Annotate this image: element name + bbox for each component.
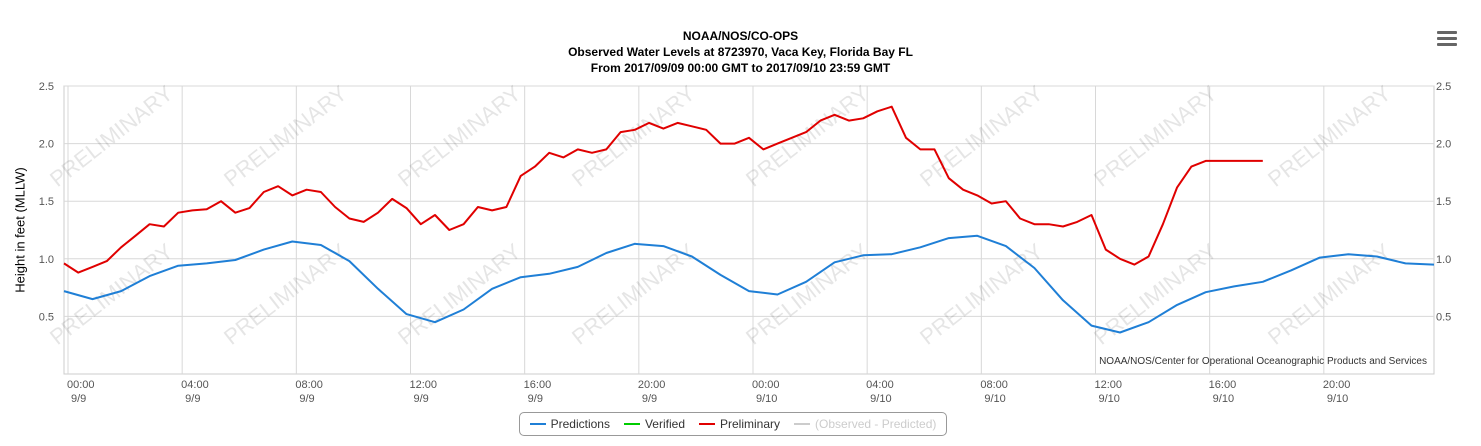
x-tick-label-time: 20:00 [1323,379,1351,391]
watermark-text: PRELIMINARY [219,238,352,349]
legend-item-observed-minus-predicted[interactable]: (Observed - Predicted) [794,417,936,431]
y-tick-label-left: 1.5 [39,196,54,208]
chart-title-block: NOAA/NOS/CO-OPS Observed Water Levels at… [0,28,1481,76]
watermark-text: PRELIMINARY [567,80,700,191]
chart-title: NOAA/NOS/CO-OPS [682,29,799,43]
x-tick-label-time: 16:00 [1209,379,1237,391]
y-tick-label-left: 1.0 [39,254,54,266]
x-tick-label-date: 9/10 [1213,393,1234,405]
x-tick-label-date: 9/10 [756,393,777,405]
watermark-text: PRELIMINARY [1263,80,1396,191]
y-tick-label-right: 2.5 [1436,81,1451,93]
y-tick-label-left: 2.0 [39,139,54,151]
x-tick-label-time: 16:00 [524,379,552,391]
series-line-predictions [63,234,1435,334]
x-tick-label-date: 9/9 [528,393,543,405]
watermark-text: PRELIMINARY [1089,80,1222,191]
legend-swatch-predictions [529,423,546,425]
x-tick-label-time: 08:00 [980,379,1008,391]
x-tick-label-date: 9/10 [1099,393,1120,405]
legend-item-predictions[interactable]: Predictions [529,417,610,431]
watermark-text: PRELIMINARY [45,80,178,191]
y-tick-label-left: 2.5 [39,81,54,93]
x-tick-label-time: 12:00 [410,379,438,391]
watermark-text: PRELIMINARY [567,238,700,349]
y-tick-label-right: 1.0 [1436,254,1451,266]
y-tick-label-left: 0.5 [39,311,54,323]
legend-label-verified: Verified [644,417,685,431]
chart-legend: Predictions Verified Preliminary (Observ… [519,412,947,436]
legend-swatch-observed-minus-predicted [794,423,811,425]
x-tick-label-date: 9/10 [870,393,891,405]
y-tick-label-right: 2.0 [1436,139,1451,151]
x-tick-label-date: 9/9 [414,393,429,405]
x-tick-label-date: 9/9 [185,393,200,405]
hamburger-menu-icon[interactable] [1434,28,1460,48]
watermark-layer: PRELIMINARY PRELIMINARY PRELIMINARY PRELIMI… [45,80,1396,349]
legend-swatch-preliminary [699,423,715,425]
watermark-text: PRELIMINARY [741,80,874,191]
x-tick-label-date: 9/9 [71,393,86,405]
x-tick-label-time: 08:00 [295,379,323,391]
x-tick-label-time: 00:00 [67,379,95,391]
watermark-text: PRELIMINARY [393,238,526,349]
x-tick-label-time: 04:00 [866,379,894,391]
chart-grid [63,85,1435,375]
menu-bar-1 [1437,31,1457,34]
chart-subtitle: Observed Water Levels at 8723970, Vaca K… [568,45,913,59]
x-tick-label-date: 9/10 [984,393,1005,405]
menu-bar-2 [1437,37,1457,40]
x-tick-label-time: 04:00 [181,379,209,391]
series-line-preliminary [63,105,1263,274]
watermark-text: PRELIMINARY [741,238,874,349]
watermark-text: PRELIMINARY [219,80,352,191]
x-tick-label-time: 20:00 [638,379,666,391]
x-tick-label-time: 00:00 [752,379,780,391]
x-tick-label-time: 12:00 [1095,379,1123,391]
watermark-text: PRELIMINARY [393,80,526,191]
menu-bar-3 [1437,43,1457,46]
legend-label-predictions: Predictions [550,417,610,431]
y-tick-label-right: 1.5 [1436,196,1451,208]
credit-text: NOAA/NOS/Center for Operational Oceanogr… [1099,356,1427,367]
legend-item-verified[interactable]: Verified [623,417,685,431]
x-tick-label-date: 9/9 [299,393,314,405]
x-tick-label-date: 9/10 [1327,393,1348,405]
legend-label-preliminary: Preliminary [720,417,781,431]
watermark-text: PRELIMINARY [1263,238,1396,349]
chart-axes: 0.5 0.5 1.0 1.0 1.5 1.5 2.0 2.0 2.5 2.5 00:00 9/9 04… [39,81,1452,405]
chart-date-range: From 2017/09/09 00:00 GMT to 2017/09/10 … [590,61,891,75]
y-tick-label-right: 0.5 [1436,311,1451,323]
chart-series-layer [63,105,1435,334]
x-tick-label-date: 9/9 [642,393,657,405]
legend-swatch-verified [623,423,640,425]
legend-item-preliminary[interactable]: Preliminary [699,417,780,431]
legend-label-observed-minus-predicted: (Observed - Predicted) [815,417,937,431]
